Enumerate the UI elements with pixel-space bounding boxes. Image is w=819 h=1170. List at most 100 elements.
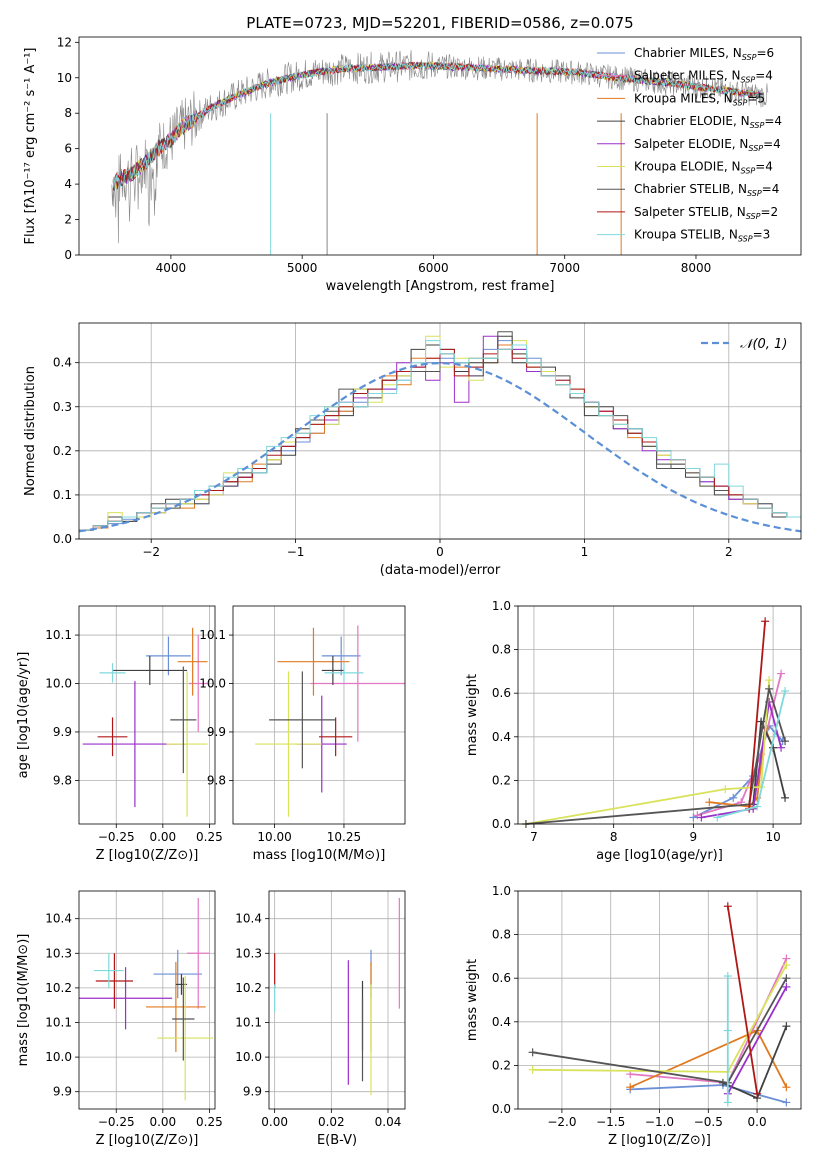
y-tick-label: 10.1 — [199, 628, 226, 642]
x-tick-label: 0.25 — [196, 1115, 223, 1129]
y-tick-label: 9.9 — [53, 725, 72, 739]
x-tick-label: 1 — [581, 545, 589, 559]
model-spectrum-line — [112, 61, 762, 190]
y-tick-label: 0.0 — [53, 532, 72, 546]
y-tick-label: 9.9 — [207, 725, 226, 739]
x-tick-label: 0.02 — [318, 1115, 345, 1129]
x-tick-label: 7000 — [549, 261, 580, 275]
legend-label: Kroupa STELIB, NSSP=3 — [634, 228, 770, 244]
axes-2: −0.25 0.00 0.25 9.8 9.9 10.0 10.1 — [45, 606, 223, 844]
y-tick-label: 0.6 — [492, 971, 511, 985]
y-tick-label: 0.4 — [53, 356, 72, 370]
y-tick-label: 10.4 — [235, 912, 262, 926]
y-tick-label: 10.2 — [45, 981, 72, 995]
y-axis-label: mass [log10(M/M⊙)] — [16, 934, 31, 1067]
y-tick-label: 10.1 — [45, 628, 72, 642]
axes-frame — [78, 322, 802, 540]
axes-4: 7 8 9 10 0.0 0.2 0.4 0.6 0.8 1.0 — [492, 599, 801, 844]
y-tick-label: 0.2 — [53, 444, 72, 458]
y-axis-label: Flux [fλ10⁻¹⁷ erg cm⁻² s⁻¹ A⁻¹] — [23, 48, 38, 245]
axes-frame — [517, 605, 802, 825]
y-tick-label: 0.1 — [53, 488, 72, 502]
x-axis-label: Z [log10(Z/Z⊙)] — [96, 1133, 199, 1148]
x-axis-label: mass [log10(M/M⊙)] — [253, 848, 386, 863]
model-spectrum-line — [112, 61, 762, 191]
y-tick-label: 0.4 — [492, 730, 511, 744]
x-tick-label: 10.00 — [257, 830, 291, 844]
legend-label: Kroupa ELODIE, NSSP=4 — [634, 160, 773, 176]
y-tick-label: 1.0 — [492, 884, 511, 898]
y-tick-label: 10.0 — [45, 1050, 72, 1064]
y-tick-label: 0 — [64, 248, 72, 262]
y-tick-label: 9.8 — [207, 773, 226, 787]
legend-label: Kroupa MILES, NSSP=5 — [634, 91, 765, 107]
y-axis-label: mass weight — [465, 959, 480, 1041]
x-tick-label: −1 — [287, 545, 305, 559]
y-tick-label: 1.0 — [492, 599, 511, 613]
x-axis-label: Z [log10(Z/Z⊙)] — [96, 848, 199, 863]
weight-line — [726, 906, 758, 1094]
axes-frame — [78, 890, 216, 1110]
spectrum-series — [111, 50, 769, 255]
x-tick-label: 8000 — [681, 261, 712, 275]
chart-title: PLATE=0723, MJD=52201, FIBERID=0586, z=0… — [246, 14, 633, 32]
y-tick-label: 10.0 — [199, 677, 226, 691]
legend: Chabrier MILES, NSSP=6 Salpeter MILES, NS… — [597, 46, 782, 244]
y-axis-label: mass weight — [465, 674, 480, 756]
axes-5: −0.25 0.00 0.25 9.9 10.0 10.1 10.2 10.3 10.4 — [45, 891, 223, 1129]
axes-frame — [517, 890, 802, 1110]
x-tick-label: 0 — [436, 545, 444, 559]
weight-line — [727, 986, 788, 1095]
x-tick-label: 2 — [725, 545, 733, 559]
histogram-series — [79, 331, 801, 539]
y-tick-label: 6 — [64, 142, 72, 156]
weight-series — [521, 617, 790, 828]
errorbar-series — [82, 627, 208, 817]
y-tick-label: 10.1 — [45, 1015, 72, 1029]
x-tick-label: −1.0 — [645, 1115, 674, 1129]
x-tick-label: 5000 — [287, 261, 318, 275]
axes-frame — [268, 890, 406, 1110]
legend-label: Chabrier MILES, NSSP=6 — [634, 46, 774, 62]
y-tick-label: 0.3 — [53, 400, 72, 414]
x-tick-label: 0.0 — [748, 1115, 767, 1129]
y-tick-label: 0.0 — [492, 817, 511, 831]
y-tick-label: 0.6 — [492, 686, 511, 700]
weight-series — [528, 902, 791, 1107]
y-tick-label: 2 — [64, 213, 72, 227]
weight-line — [701, 701, 782, 819]
y-tick-label: 10.3 — [235, 946, 262, 960]
x-axis-label: age [log10(age/yr)] — [596, 848, 723, 863]
y-tick-label: 10.0 — [235, 1050, 262, 1064]
x-axis-label: E(B-V) — [317, 1133, 357, 1148]
weight-line — [748, 621, 766, 809]
y-tick-label: 12 — [57, 35, 72, 49]
x-axis-label: wavelength [Angstrom, rest frame] — [326, 279, 555, 294]
x-tick-label: 0.00 — [261, 1115, 288, 1129]
y-tick-label: 10.4 — [45, 912, 72, 926]
y-tick-label: 10.2 — [235, 981, 262, 995]
x-tick-label: 7 — [530, 830, 538, 844]
y-tick-label: 0.2 — [492, 773, 511, 787]
errorbar-series — [274, 897, 400, 1096]
x-tick-label: −0.5 — [694, 1115, 723, 1129]
legend-label: Salpeter MILES, NSSP=4 — [634, 69, 773, 85]
y-tick-label: 0.8 — [492, 928, 511, 942]
x-tick-label: 4000 — [156, 261, 187, 275]
x-tick-label: 6000 — [418, 261, 449, 275]
y-tick-label: 10.0 — [45, 677, 72, 691]
x-tick-label: 0.00 — [149, 830, 176, 844]
y-tick-label: 10 — [57, 71, 72, 85]
x-tick-label: −2.0 — [547, 1115, 576, 1129]
axes-7: −2.0 −1.5 −1.0 −0.5 0.0 0.0 0.2 0.4 0.6 0.8 1.0 — [492, 884, 801, 1129]
y-tick-label: 0.2 — [492, 1058, 511, 1072]
weight-line — [525, 688, 786, 825]
y-axis-label: age [log10(age/yr)] — [16, 652, 31, 779]
y-tick-label: 0.4 — [492, 1015, 511, 1029]
x-tick-label: 10 — [765, 830, 780, 844]
axes-frame — [78, 36, 802, 256]
legend-label: Chabrier ELODIE, NSSP=4 — [634, 114, 782, 130]
y-tick-label: 8 — [64, 106, 72, 120]
x-axis-label: (data-model)/error — [380, 563, 501, 578]
